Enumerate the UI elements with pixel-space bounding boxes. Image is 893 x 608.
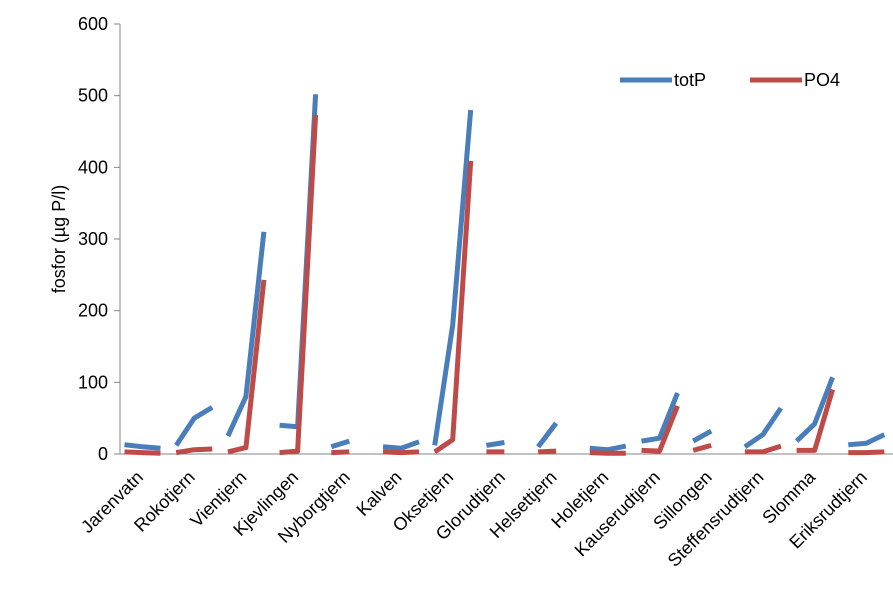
y-axis-ticks: 0 100 200 300 400 500 600 bbox=[78, 14, 120, 464]
y-tick-label: 300 bbox=[78, 229, 108, 249]
series-layer bbox=[124, 94, 886, 456]
series-totP-segment bbox=[794, 376, 835, 443]
series-PO4-segment bbox=[279, 114, 319, 456]
series-totP-segment bbox=[641, 392, 680, 444]
series-PO4-segment bbox=[382, 449, 420, 456]
series-PO4-segment bbox=[433, 160, 474, 454]
legend-label-totP: totP bbox=[674, 70, 706, 90]
x-axis-tick-labels: JarenvatnRokotjernVientjernKjevlingenNyb… bbox=[77, 466, 871, 570]
series-PO4-segment bbox=[589, 450, 626, 456]
series-totP-segment bbox=[743, 406, 783, 449]
series-PO4-segment bbox=[796, 388, 835, 453]
series-totP-segment bbox=[382, 439, 420, 451]
series-totP-segment bbox=[225, 231, 267, 438]
y-tick-label: 400 bbox=[78, 157, 108, 177]
series-totP-segment bbox=[174, 405, 214, 447]
series-totP-segment bbox=[536, 421, 559, 449]
series-totP-segment bbox=[848, 432, 886, 448]
legend-label-PO4: PO4 bbox=[804, 70, 840, 90]
series-totP-segment bbox=[124, 442, 161, 451]
y-tick-label: 0 bbox=[98, 444, 108, 464]
series-PO4-segment bbox=[744, 443, 782, 455]
series-PO4-segment bbox=[848, 449, 885, 456]
y-tick-label: 500 bbox=[78, 86, 108, 106]
y-tick-label: 600 bbox=[78, 14, 108, 34]
series-totP-segment bbox=[691, 428, 713, 444]
series-PO4-segment bbox=[692, 442, 712, 453]
series-PO4-segment bbox=[227, 279, 267, 455]
series-PO4-segment bbox=[124, 449, 161, 456]
series-PO4-segment bbox=[331, 449, 350, 456]
series-PO4-segment bbox=[537, 448, 557, 455]
series-totP-segment bbox=[486, 440, 505, 448]
legend: totP PO4 bbox=[620, 70, 840, 90]
y-tick-label: 200 bbox=[78, 301, 108, 321]
y-axis-title: fosfor (µg P/l) bbox=[49, 185, 69, 293]
x-tick-label: Steffensrudtjern bbox=[664, 467, 768, 571]
series-totP-segment bbox=[330, 438, 351, 450]
series-totP-segment bbox=[432, 109, 474, 446]
series-totP-segment bbox=[589, 443, 627, 453]
series-PO4-segment bbox=[641, 405, 680, 454]
series-PO4-segment bbox=[175, 446, 213, 456]
y-tick-label: 100 bbox=[78, 372, 108, 392]
